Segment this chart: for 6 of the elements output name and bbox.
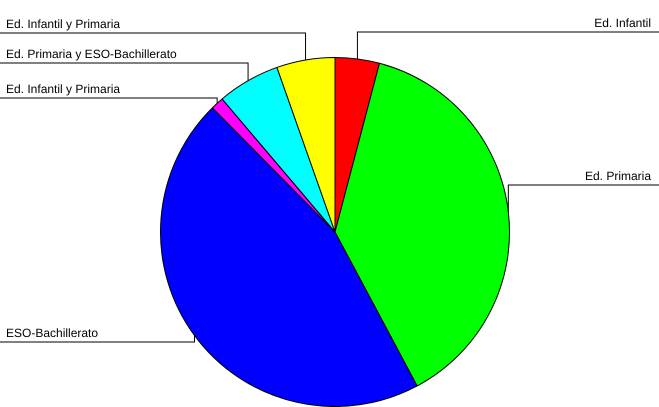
slice-label: Ed. Primaria y ESO-Bachillerato (6, 47, 178, 61)
slice-label: Ed. Primaria (584, 169, 652, 183)
slice-label: Ed. Infantil y Primaria (6, 82, 120, 96)
slice-label: Ed. Infantil (594, 16, 651, 30)
slice-label: Ed. Infantil y Primaria (6, 17, 120, 31)
slice-label: ESO-Bachillerato (6, 326, 98, 340)
